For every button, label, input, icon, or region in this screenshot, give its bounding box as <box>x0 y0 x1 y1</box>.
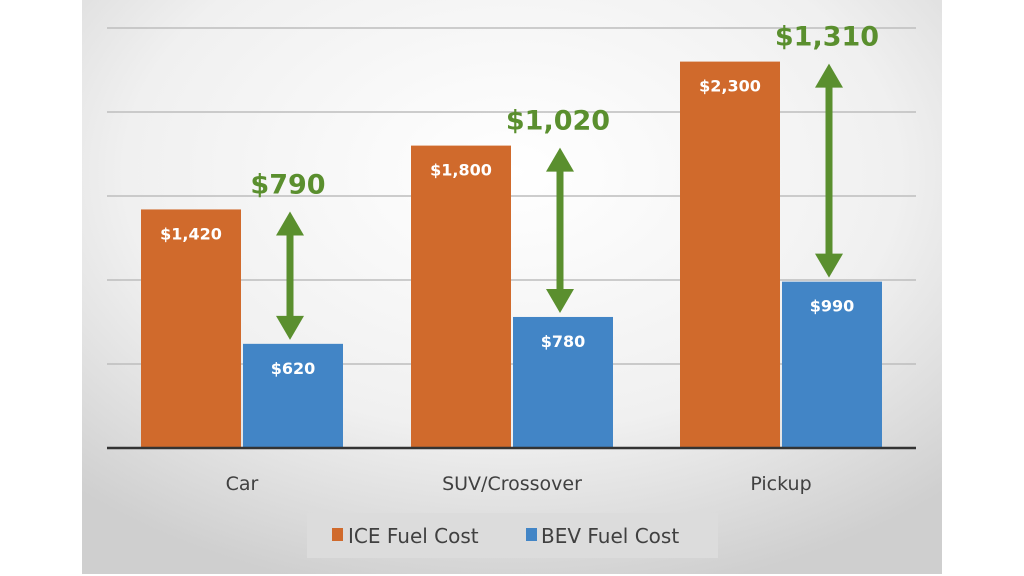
bev-value-label: $990 <box>810 297 855 316</box>
difference-label: $1,020 <box>506 106 610 137</box>
legend: ICE Fuel Cost BEV Fuel Cost <box>307 513 718 558</box>
legend-label-ice: ICE Fuel Cost <box>348 524 479 548</box>
ice-value-label: $2,300 <box>699 77 761 96</box>
ice-bar <box>411 145 511 448</box>
category-label: SUV/Crossover <box>442 473 582 495</box>
bev-bar <box>243 343 343 448</box>
legend-swatch-bev <box>526 528 537 541</box>
ice-bar <box>680 61 780 448</box>
legend-box <box>307 513 718 558</box>
bev-bar <box>513 316 613 448</box>
difference-arrow-icon <box>815 63 843 278</box>
category-label: Car <box>226 473 259 495</box>
arrow-head-up <box>546 147 574 172</box>
legend-label-bev: BEV Fuel Cost <box>541 524 679 548</box>
arrow-head-up <box>276 211 304 236</box>
category-label: Pickup <box>750 473 811 495</box>
bev-value-label: $620 <box>271 359 316 378</box>
arrow-head-down <box>546 288 574 313</box>
bev-bar <box>782 281 882 448</box>
arrow-head-down <box>815 253 843 278</box>
difference-label: $790 <box>250 169 325 200</box>
ice-value-label: $1,800 <box>430 161 492 180</box>
bev-value-label: $780 <box>541 332 586 351</box>
difference-arrow-icon <box>276 211 304 340</box>
difference-arrow-icon <box>546 147 574 313</box>
arrow-head-down <box>276 315 304 340</box>
arrow-head-up <box>815 63 843 88</box>
legend-swatch-ice <box>332 528 343 541</box>
difference-label: $1,310 <box>775 22 879 53</box>
ice-bar <box>141 209 241 448</box>
ice-value-label: $1,420 <box>160 224 222 243</box>
